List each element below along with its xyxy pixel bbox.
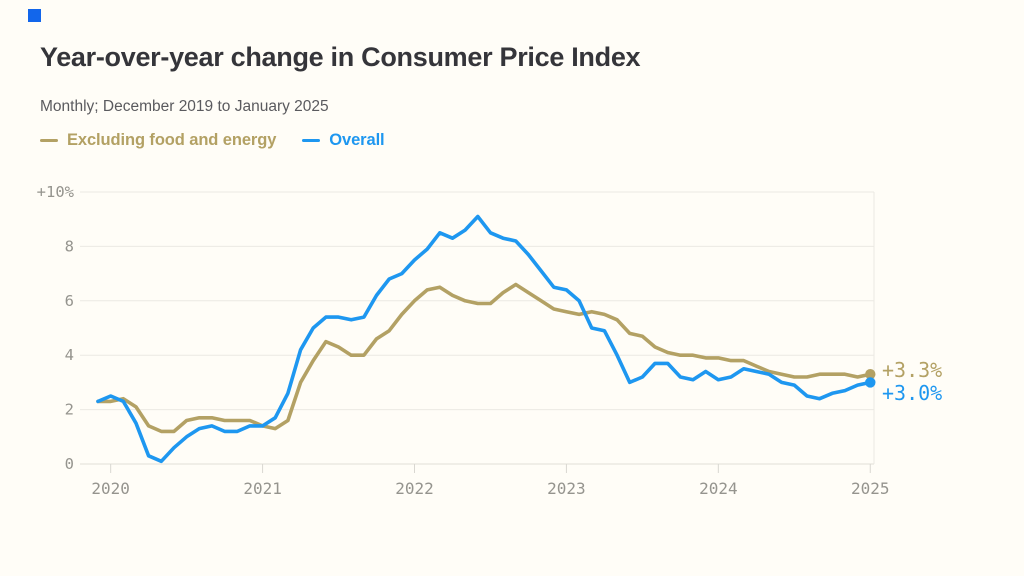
legend-item-excluding-food-energy: Excluding food and energy [40, 131, 276, 150]
x-tick-label: 2024 [699, 479, 738, 498]
x-tick-label: 2020 [91, 479, 130, 498]
y-tick-label: 4 [65, 346, 74, 364]
x-tick-label: 2022 [395, 479, 434, 498]
brand-logo-square [28, 9, 41, 22]
legend-item-overall: Overall [302, 131, 385, 150]
y-tick-label: 6 [65, 292, 74, 310]
y-tick-label: 8 [65, 237, 74, 255]
y-tick-label: 2 [65, 401, 74, 419]
x-tick-label: 2023 [547, 479, 586, 498]
chart-title: Year-over-year change in Consumer Price … [40, 42, 641, 72]
end-value-label-overall: +3.0% [882, 381, 943, 405]
legend-label-excluding-food-energy: Excluding food and energy [67, 131, 277, 149]
legend: Excluding food and energy Overall [40, 131, 385, 150]
series-end-dot-1 [865, 377, 876, 388]
series-end-dot-0 [865, 369, 876, 380]
legend-swatch-overall [302, 138, 321, 143]
end-value-label-excluding-food-energy: +3.3% [882, 358, 943, 382]
y-tick-label: 0 [65, 455, 74, 473]
y-tick-label: +10% [37, 183, 75, 201]
x-tick-label: 2025 [851, 479, 890, 498]
series-line-0 [96, 282, 873, 434]
legend-label-overall: Overall [329, 131, 385, 149]
series-line-1 [96, 214, 873, 464]
chart-subtitle: Monthly; December 2019 to January 2025 [40, 98, 329, 115]
legend-swatch-excluding-food-energy [40, 138, 58, 143]
x-tick-label: 2021 [243, 479, 282, 498]
